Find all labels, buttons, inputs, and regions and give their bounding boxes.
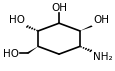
Text: NH₂: NH₂ <box>92 52 112 62</box>
Text: HO: HO <box>3 49 19 59</box>
Polygon shape <box>79 25 92 31</box>
Text: OH: OH <box>92 15 108 25</box>
Polygon shape <box>26 46 38 54</box>
Text: OH: OH <box>51 3 66 13</box>
Text: HO: HO <box>9 15 25 25</box>
